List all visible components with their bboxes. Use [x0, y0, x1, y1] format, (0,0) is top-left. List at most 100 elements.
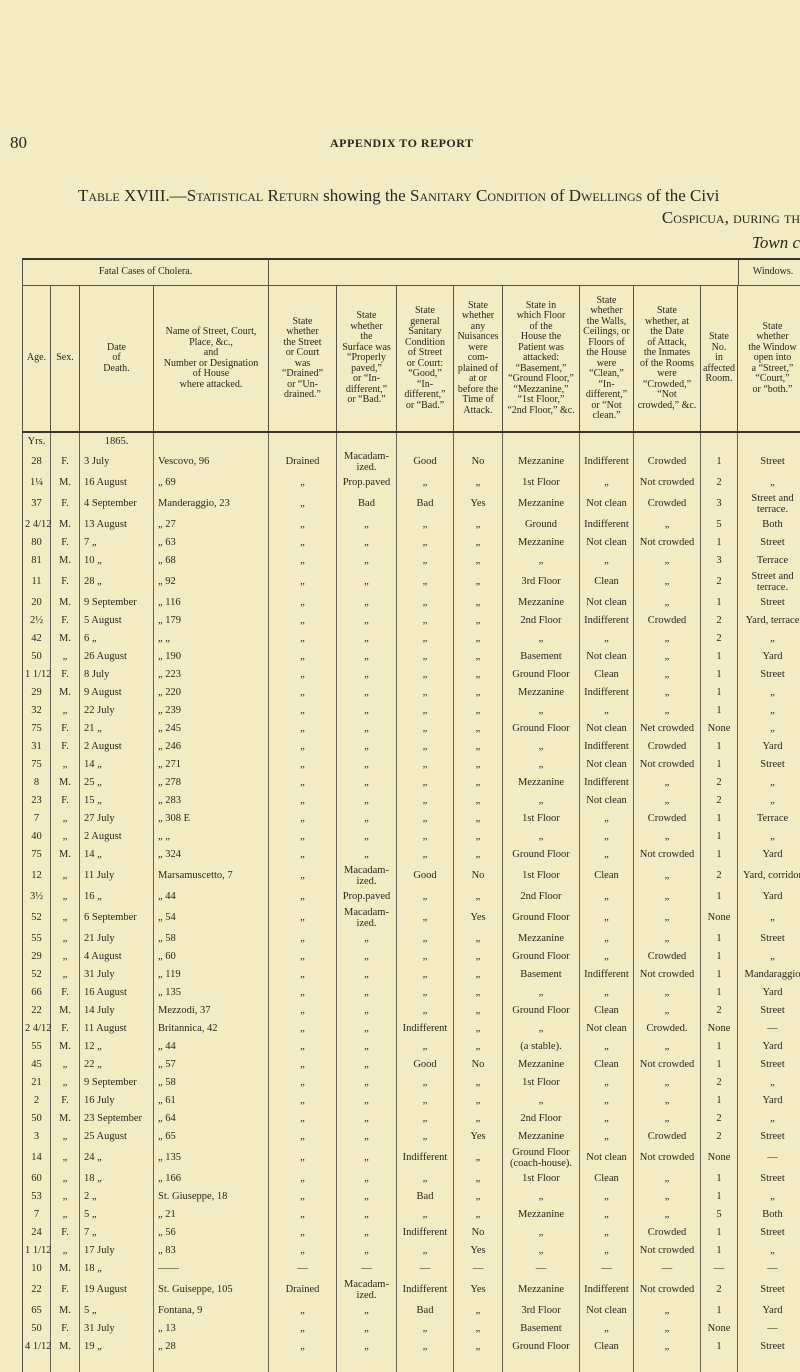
- cell-floor: Mezzanine: [503, 684, 580, 702]
- table-row: 60 „ 18 „ „ 166 „ „ „ „ 1st Floor Clean „ 1 Street: [22, 1170, 800, 1188]
- cell-crowded: Crowded: [634, 1224, 701, 1242]
- cell-drained: „: [269, 738, 337, 756]
- cell-surface: „: [337, 1056, 397, 1074]
- cell-nuisances: „: [454, 1002, 503, 1020]
- title-part: showing the: [318, 186, 410, 205]
- cell-age: 45: [22, 1056, 51, 1074]
- cell-nuisances: —: [454, 1260, 503, 1278]
- table-row: 75 M. 14 „ „ 324 „ „ „ „ Ground Floor „ Not crowde…: [22, 846, 800, 864]
- cell-crowded: „: [634, 864, 701, 888]
- cell-drained: „: [269, 1188, 337, 1206]
- column-header-windows: State whether the Window open into a “St…: [738, 286, 800, 431]
- cell-floor: Mezzanine: [503, 534, 580, 552]
- cell-walls: „: [580, 984, 634, 1002]
- table-row: 12 „ 11 July Marsamuscetto, 7 „ Macadam- ized…: [22, 864, 800, 888]
- cell-sanitary-condition: „: [397, 738, 454, 756]
- cell-floor: „: [503, 630, 580, 648]
- cell-crowded: Crowded: [634, 450, 701, 474]
- table-row: 65 M. 5 „ Fontana, 9 „ „ Bad „ 3rd Floor Not clea…: [22, 1302, 800, 1320]
- cell-date-of-death: 9 August: [80, 684, 154, 702]
- cell-house: Manderaggio, 23: [154, 492, 269, 516]
- cell-date-of-death: 5 „: [80, 1302, 154, 1320]
- cell-nuisances: „: [454, 684, 503, 702]
- cell-date-of-death: 16 August: [80, 984, 154, 1002]
- cell-drained: „: [269, 552, 337, 570]
- cell-walls: Not clean: [580, 594, 634, 612]
- cell-surface: Prop.paved: [337, 888, 397, 906]
- cell-nuisances: „: [454, 552, 503, 570]
- cell-surface: „: [337, 552, 397, 570]
- cell-age: 22: [22, 1002, 51, 1020]
- cell-nuisances: „: [454, 1038, 503, 1056]
- table-row: 52 „ 31 July „ 119 „ „ „ „ Basement Indifferent No…: [22, 966, 800, 984]
- cell-house: Britannica, 42: [154, 1020, 269, 1038]
- cell-house: „ 239: [154, 702, 269, 720]
- cell-windows: Street: [738, 1278, 800, 1302]
- cell-date-of-death: 25 „: [80, 774, 154, 792]
- cell-walls: „: [580, 552, 634, 570]
- cell-floor: Basement: [503, 966, 580, 984]
- cell-nuisances: „: [454, 792, 503, 810]
- unit-year: 1865.: [80, 433, 154, 450]
- cell-date-of-death: 16 August: [80, 474, 154, 492]
- cell-room-number: 1: [701, 948, 738, 966]
- table-row: 7 „ 27 July „ 308 E „ „ „ „ 1st Floor „ Crowded 1 Te…: [22, 810, 800, 828]
- cell-windows: „: [738, 1074, 800, 1092]
- cell-windows: Street: [738, 1056, 800, 1074]
- cell-room-number: 2: [701, 612, 738, 630]
- cell-date-of-death: 3 July: [80, 450, 154, 474]
- cell-age: 11: [22, 570, 51, 594]
- cell-sanitary-condition: Bad: [397, 1302, 454, 1320]
- cell-walls: Not clean: [580, 1302, 634, 1320]
- cell-nuisances: „: [454, 702, 503, 720]
- cell-house: „ 246: [154, 738, 269, 756]
- cell-sex: M.: [51, 474, 80, 492]
- cell-sex: „: [51, 1206, 80, 1224]
- cell-floor: „: [503, 828, 580, 846]
- cell-surface: „: [337, 666, 397, 684]
- cell-floor: 2nd Floor: [503, 612, 580, 630]
- cell-sanitary-condition: „: [397, 702, 454, 720]
- cell-sex: F.: [51, 450, 80, 474]
- cell-drained: „: [269, 594, 337, 612]
- cell-drained: „: [269, 534, 337, 552]
- cell-sex: „: [51, 648, 80, 666]
- cell-date-of-death: 4 September: [80, 492, 154, 516]
- cell-crowded: „: [634, 594, 701, 612]
- empty-cell: [580, 1356, 634, 1372]
- cell-windows: „: [738, 948, 800, 966]
- table-label: Table XVIII.: [78, 186, 170, 205]
- cell-crowded: „: [634, 774, 701, 792]
- cell-date-of-death: 18 „: [80, 1170, 154, 1188]
- cell-sex: M.: [51, 1038, 80, 1056]
- cell-walls: Not clean: [580, 720, 634, 738]
- cell-date-of-death: 16 „: [80, 888, 154, 906]
- unit-cell: [580, 433, 634, 450]
- cell-walls: Not clean: [580, 534, 634, 552]
- cell-sex: M.: [51, 774, 80, 792]
- cell-nuisances: „: [454, 1338, 503, 1356]
- cell-sex: F.: [51, 738, 80, 756]
- cell-windows: Street: [738, 1002, 800, 1020]
- table-row: 29 „ 4 August „ 60 „ „ „ „ Ground Floor „ Crowded 1…: [22, 948, 800, 966]
- cell-date-of-death: 18 „: [80, 1260, 154, 1278]
- cell-nuisances: No: [454, 450, 503, 474]
- table-row: 7 „ 5 „ „ 21 „ „ „ „ Mezzanine „ „ 5 Both: [22, 1206, 800, 1224]
- cell-sex: M.: [51, 1110, 80, 1128]
- cell-walls: „: [580, 1188, 634, 1206]
- table-row: 4 1/12 M. 19 „ „ 28 „ „ „ „ Ground Floor Clean „ 1 S…: [22, 1338, 800, 1356]
- column-header-room-number: State No. in affected Room.: [701, 286, 738, 431]
- cell-room-number: 1: [701, 1188, 738, 1206]
- cell-windows: Mandaraggio: [738, 966, 800, 984]
- cell-house: „ 308 E: [154, 810, 269, 828]
- cell-sanitary-condition: „: [397, 612, 454, 630]
- cell-walls: „: [580, 1224, 634, 1242]
- cell-walls: „: [580, 630, 634, 648]
- cell-sex: F.: [51, 1092, 80, 1110]
- cell-surface: „: [337, 594, 397, 612]
- cell-surface: „: [337, 1020, 397, 1038]
- cell-floor: (a stable).: [503, 1038, 580, 1056]
- table-row: 55 M. 12 „ „ 44 „ „ „ „ (a stable). „ „ 1 Yard: [22, 1038, 800, 1056]
- cell-surface: „: [337, 516, 397, 534]
- cell-sex: M.: [51, 684, 80, 702]
